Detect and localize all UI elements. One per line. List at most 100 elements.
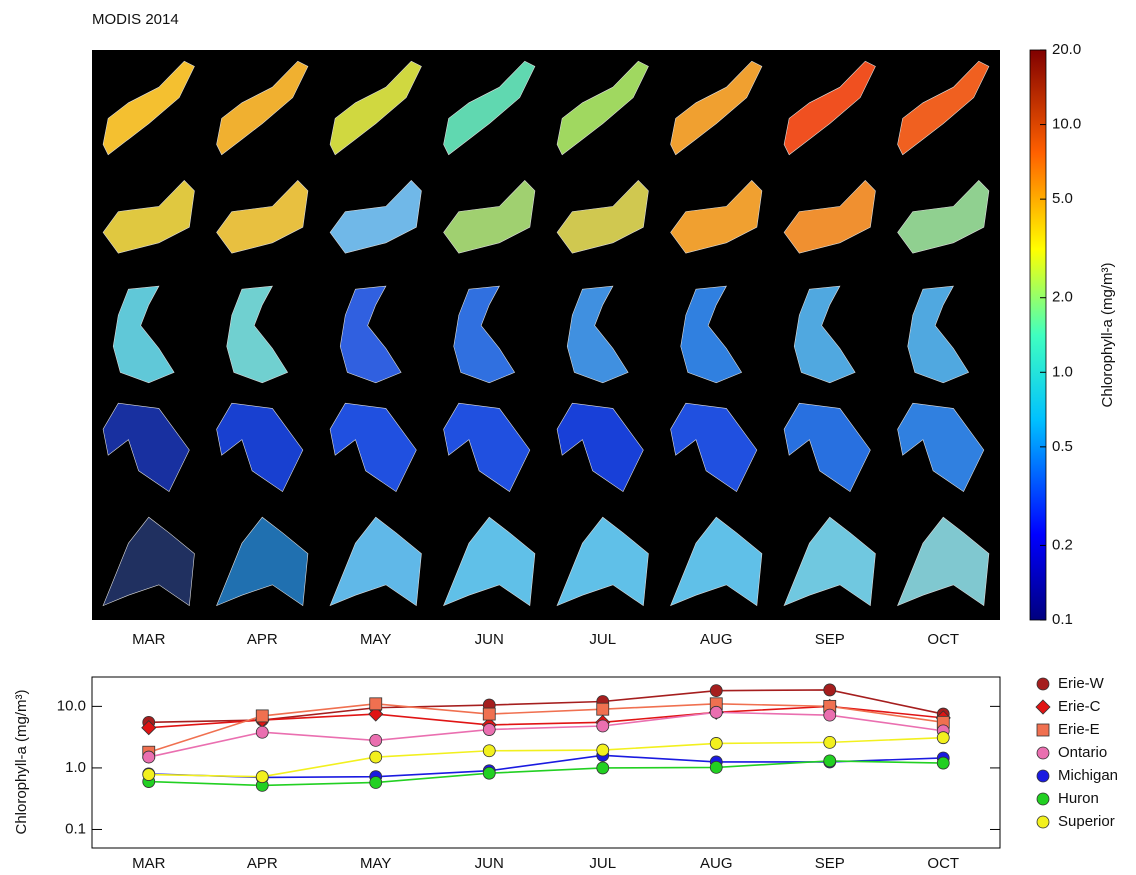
lake-image [112,285,175,384]
lake-image [443,60,536,156]
legend-marker [1036,746,1050,760]
y-axis-label: Chlorophyll-a (mg/m³) [13,689,30,834]
lake-image [783,179,876,254]
legend-marker [1036,792,1050,806]
colorbar-label: Chlorophyll-a (mg/m³) [1099,262,1116,407]
lake-image [339,285,402,384]
lake-image [329,179,422,254]
plot-frame [91,676,1001,849]
legend-label: Michigan [1058,767,1118,784]
lake-image [556,60,649,156]
figure-title: MODIS 2014 [92,11,179,28]
colorbar-tick-label: 20.0 [1052,41,1081,58]
month-label: MAY [360,631,391,648]
x-tick-label: AUG [700,855,733,872]
lake-image [897,516,990,607]
series-line [148,711,944,758]
series-line [148,705,944,729]
legend-marker [1036,677,1050,691]
x-tick-label: OCT [927,855,959,872]
data-point [482,707,496,721]
colorbar-tick-label: 1.0 [1052,363,1073,380]
x-tick-label: SEP [815,855,845,872]
legend-label: Erie-C [1058,698,1101,715]
series-line [148,703,944,753]
data-point [482,723,496,736]
y-tick-label: 0.1 [65,820,86,837]
month-label: JUL [589,631,616,648]
lake-image [453,285,516,384]
x-tick-label: MAY [360,855,391,872]
data-point [369,750,383,764]
colorbar-tick-label: 2.0 [1052,289,1073,306]
legend-marker [1035,699,1051,715]
lake-image [907,285,970,384]
legend-label: Erie-W [1058,675,1105,692]
data-point [936,756,950,770]
data-point [482,744,496,758]
colorbar-tick-label: 0.2 [1052,536,1073,553]
x-tick-label: APR [247,855,278,872]
lake-image [897,402,985,493]
lake-image [216,516,309,607]
lake-image [566,285,629,384]
lake-image [102,60,195,156]
lake-image [329,516,422,607]
data-point [936,731,950,745]
month-label: MAR [132,631,166,648]
colorbar-tick-label: 0.1 [1052,611,1073,628]
lake-image [102,516,195,607]
colorbar-tick-label: 0.5 [1052,438,1073,455]
month-label: OCT [927,631,959,648]
data-point [255,770,269,784]
y-tick-label: 10.0 [57,697,86,714]
lake-image [670,179,763,254]
data-point [369,776,383,789]
lake-image [783,516,876,607]
series-line [148,760,944,787]
data-point [709,760,723,774]
colorbar [1029,49,1047,621]
series-line [148,736,944,778]
lake-image [102,402,190,493]
data-point [369,733,383,747]
data-point [255,709,269,723]
y-tick-label: 1.0 [65,759,86,776]
lake-image [556,516,649,607]
x-tick-label: MAR [132,855,166,872]
legend-label: Superior [1058,813,1115,830]
data-point [709,737,723,750]
data-point [823,683,837,697]
data-point [482,766,496,780]
lake-image [216,60,309,156]
data-point [823,735,837,749]
data-point [142,768,156,781]
data-point [141,720,157,736]
lake-image [680,285,743,384]
lake-image [793,285,856,384]
lake-image [443,402,531,493]
lake-image [670,402,758,493]
x-tick-label: JUN [475,855,504,872]
data-point [596,702,610,716]
data-point [255,725,269,739]
data-point [369,697,383,711]
legend-marker [1036,815,1050,829]
data-point [142,750,156,764]
data-point [596,743,610,757]
data-point [823,754,837,768]
month-label: SEP [815,631,845,648]
lake-image [783,402,871,493]
data-point [709,684,723,698]
legend-marker [1036,723,1050,737]
lake-image [670,60,763,156]
lake-image [443,179,536,254]
data-point [823,708,837,722]
x-tick-label: JUL [589,855,616,872]
lake-image [670,516,763,607]
legend-label: Ontario [1058,744,1107,761]
lake-image [897,179,990,254]
month-label: JUN [475,631,504,648]
colorbar-tick-label: 10.0 [1052,116,1081,133]
